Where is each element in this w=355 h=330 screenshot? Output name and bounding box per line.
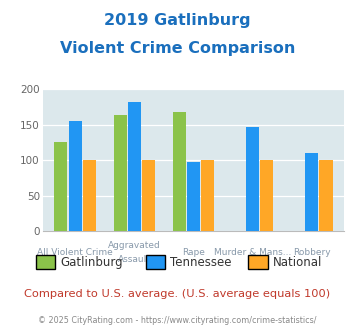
Text: Assault: Assault [118, 255, 151, 264]
Text: Tennessee: Tennessee [170, 255, 232, 269]
Bar [142, 160, 155, 231]
Bar [320, 160, 333, 231]
Bar [128, 102, 141, 231]
Bar [69, 121, 82, 231]
Text: Compared to U.S. average. (U.S. average equals 100): Compared to U.S. average. (U.S. average … [24, 289, 331, 299]
Text: Aggravated: Aggravated [108, 241, 161, 250]
Bar [260, 160, 273, 231]
Bar [187, 162, 200, 231]
Text: National: National [273, 255, 323, 269]
Text: 2019 Gatlinburg: 2019 Gatlinburg [104, 13, 251, 28]
Text: Rape: Rape [182, 248, 205, 257]
Bar [83, 160, 96, 231]
Bar [201, 160, 214, 231]
Text: Robbery: Robbery [293, 248, 331, 257]
Text: Violent Crime Comparison: Violent Crime Comparison [60, 41, 295, 56]
Text: Gatlinburg: Gatlinburg [60, 255, 123, 269]
Bar [114, 115, 127, 231]
Bar [246, 127, 259, 231]
Text: Murder & Mans...: Murder & Mans... [214, 248, 291, 257]
Bar [54, 142, 67, 231]
Text: © 2025 CityRating.com - https://www.cityrating.com/crime-statistics/: © 2025 CityRating.com - https://www.city… [38, 315, 317, 325]
Text: All Violent Crime: All Violent Crime [37, 248, 113, 257]
Bar [305, 153, 318, 231]
Bar [173, 112, 186, 231]
